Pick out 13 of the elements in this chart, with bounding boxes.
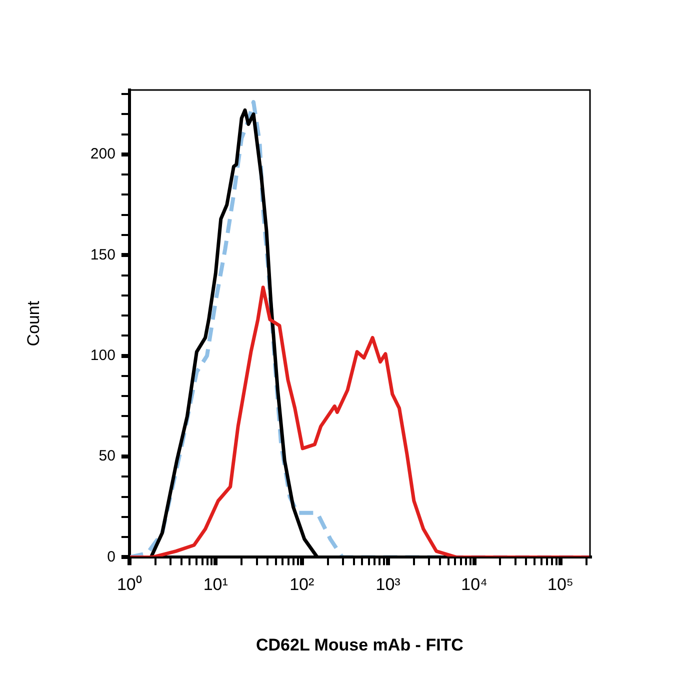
x-tick-label: 10⁵ — [547, 575, 574, 594]
x-tick-label: 10³ — [376, 575, 401, 594]
y-tick-label: 200 — [90, 146, 116, 163]
x-tick-label: 10² — [290, 575, 314, 594]
x-tick-label: 10⁰ — [116, 575, 142, 594]
y-tick-label: 150 — [90, 246, 116, 264]
x-axis-title: CD62L Mouse mAb - FITC — [256, 635, 464, 654]
y-tick-label: 100 — [90, 346, 116, 364]
y-tick-label: 0 — [107, 548, 116, 566]
x-tick-label: 10⁴ — [461, 575, 488, 594]
x-tick-label: 10¹ — [203, 575, 228, 594]
y-axis-title: Count — [24, 300, 43, 346]
y-tick-label: 50 — [98, 448, 116, 465]
